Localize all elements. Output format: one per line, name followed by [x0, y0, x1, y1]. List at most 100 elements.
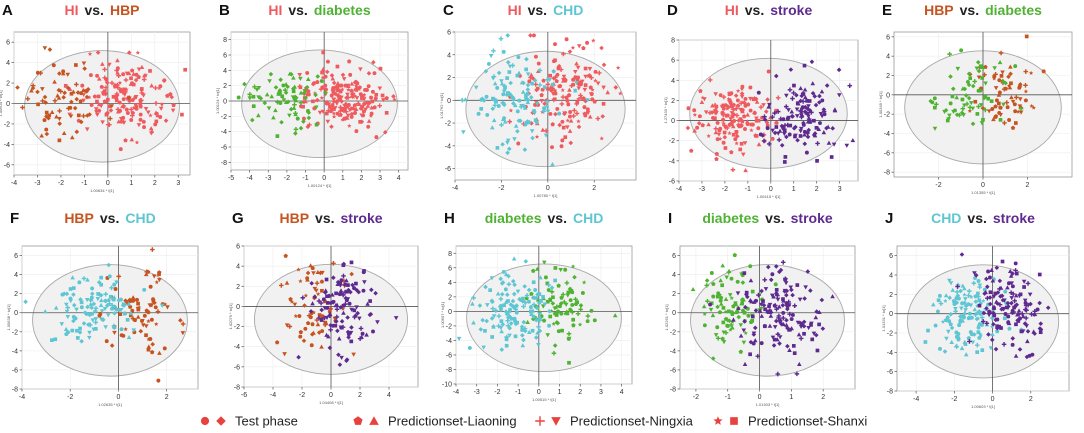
data-point: [514, 320, 520, 326]
data-point: [966, 71, 972, 77]
data-point: [950, 94, 955, 99]
data-point: [63, 326, 69, 332]
data-point: [1000, 259, 1005, 264]
data-point: [151, 274, 157, 279]
data-point: [968, 329, 973, 334]
data-point: [242, 81, 247, 87]
data-point: [171, 102, 176, 108]
data-point: [552, 306, 558, 311]
data-point: [360, 104, 365, 109]
data-point: [535, 330, 540, 335]
data-point: [144, 333, 148, 338]
data-point: [323, 87, 329, 92]
data-point: [813, 315, 819, 320]
data-point: [539, 99, 544, 104]
data-point: [516, 70, 522, 75]
data-point: [342, 103, 347, 108]
data-point: [953, 306, 958, 312]
data-point: [524, 120, 529, 125]
data-point: [975, 59, 981, 65]
data-point: [94, 112, 100, 117]
data-point: [298, 100, 304, 106]
data-point: [582, 87, 588, 92]
data-point: [938, 301, 944, 306]
data-point: [302, 89, 308, 94]
data-point: [311, 99, 315, 104]
data-point: [750, 289, 755, 294]
data-point: [766, 104, 771, 109]
data-point: [329, 73, 335, 78]
data-point: [74, 63, 78, 67]
data-point: [742, 361, 748, 366]
data-point: [977, 298, 982, 303]
data-point: [998, 285, 1004, 290]
y-tick-label: 0: [447, 98, 451, 105]
y-axis-label: 1.01762 * to[1]: [439, 93, 444, 119]
data-point: [350, 91, 356, 96]
data-point: [499, 81, 505, 86]
data-point: [770, 272, 775, 277]
data-point: [325, 59, 331, 64]
title-vs: vs.: [960, 2, 979, 18]
data-point: [319, 307, 325, 313]
data-point: [529, 129, 535, 134]
data-point: [146, 318, 151, 324]
data-point: [1007, 268, 1013, 273]
data-point: [574, 302, 578, 306]
data-point: [1009, 95, 1014, 100]
data-point: [751, 332, 757, 337]
data-point: [330, 323, 336, 329]
data-point: [331, 97, 336, 102]
data-point: [501, 89, 507, 94]
legend-item: Predictionset-Shanxi: [713, 414, 867, 429]
data-point: [1010, 125, 1016, 130]
data-point: [555, 106, 560, 111]
title-vs: vs.: [745, 2, 764, 18]
data-point: [953, 309, 958, 314]
data-point: [560, 94, 566, 100]
data-point: [574, 80, 579, 86]
data-point: [801, 92, 806, 96]
y-tick-label: -4: [221, 129, 227, 136]
data-point: [79, 91, 84, 96]
series-hi: [297, 50, 397, 140]
data-point: [732, 118, 737, 123]
star-icon: [713, 416, 723, 425]
data-point: [324, 315, 330, 321]
data-point: [348, 330, 354, 335]
data-point: [978, 103, 984, 108]
data-point: [159, 102, 165, 107]
data-point: [150, 247, 155, 252]
data-point: [743, 330, 748, 335]
data-point: [923, 340, 928, 344]
data-point: [341, 273, 346, 279]
y-tick-label: 0: [672, 310, 676, 317]
data-point: [1041, 69, 1046, 74]
data-point: [988, 275, 992, 280]
data-point: [523, 301, 528, 306]
data-point: [802, 141, 808, 147]
data-point: [1002, 298, 1007, 303]
data-point: [135, 297, 139, 302]
data-point: [87, 95, 92, 100]
x-tick-label: -6: [241, 392, 247, 399]
data-point: [748, 108, 753, 113]
data-point: [991, 304, 997, 309]
data-point: [783, 155, 788, 159]
data-point: [748, 352, 752, 357]
data-point: [710, 356, 716, 361]
y-tick-label: 4: [671, 78, 675, 85]
data-point: [740, 152, 746, 157]
data-point: [1012, 102, 1017, 107]
data-point: [746, 102, 751, 107]
y-tick-label: 0: [671, 118, 675, 125]
y-axis-label: 1.00638 * to[1]: [6, 304, 11, 330]
data-point: [1024, 354, 1030, 360]
y-tick-label: -2: [12, 329, 18, 336]
data-point: [30, 85, 36, 91]
panel-title: diabetes vs. CHD: [485, 210, 604, 226]
data-point: [1038, 321, 1044, 326]
y-tick-label: 8: [223, 37, 227, 44]
data-point: [531, 33, 537, 38]
panel-g: G HBP vs. stroke-6 -4 -2 0 2 4-8-6-4-202461.0440…: [228, 210, 419, 405]
